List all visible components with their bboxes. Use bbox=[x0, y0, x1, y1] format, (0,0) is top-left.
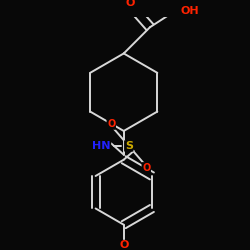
Text: O: O bbox=[119, 240, 128, 250]
Text: O: O bbox=[142, 163, 150, 173]
Text: O: O bbox=[107, 119, 115, 129]
Text: O: O bbox=[125, 0, 135, 8]
Text: OH: OH bbox=[181, 6, 200, 16]
Text: S: S bbox=[125, 141, 133, 151]
Text: HN: HN bbox=[92, 141, 110, 151]
